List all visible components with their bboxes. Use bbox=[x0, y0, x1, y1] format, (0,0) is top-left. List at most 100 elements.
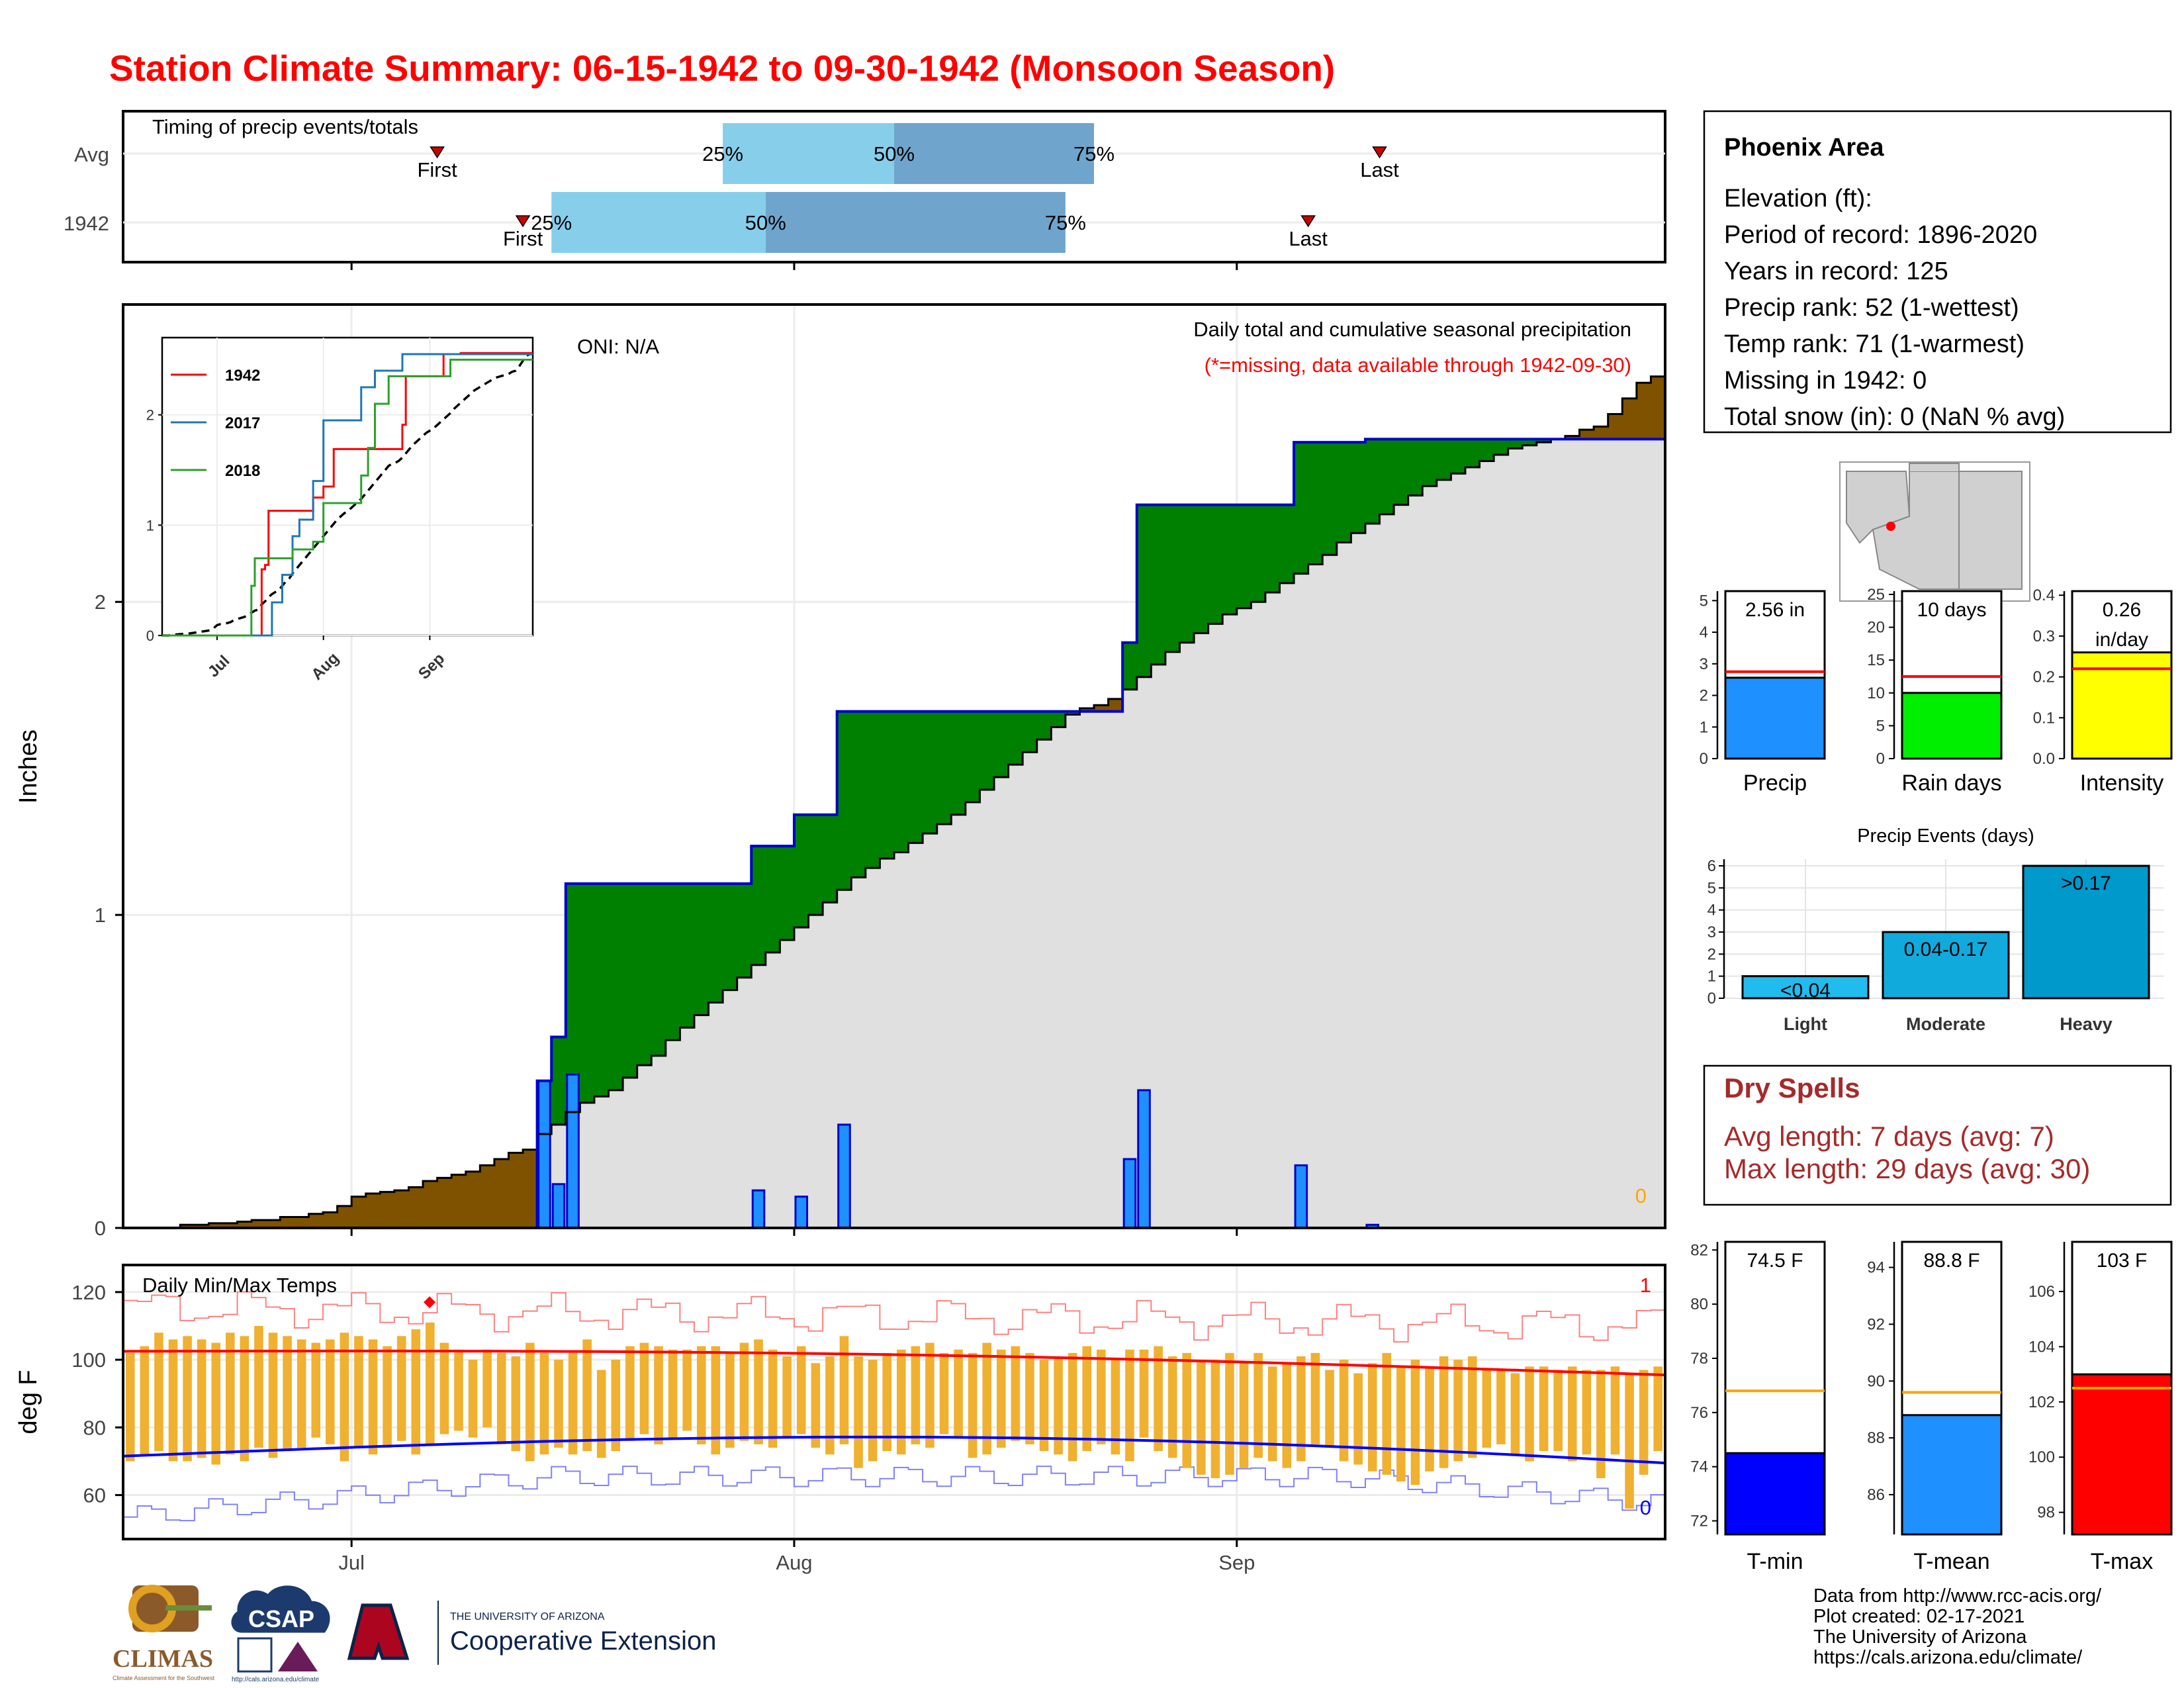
inset-average-line bbox=[162, 353, 533, 637]
above-average-fill bbox=[1308, 442, 1323, 565]
temp-max-count: 1 bbox=[1640, 1274, 1651, 1297]
daily-temp-bar bbox=[696, 1346, 706, 1444]
daily-temp-bar bbox=[1225, 1352, 1234, 1475]
avg-tmax-line bbox=[122, 1349, 1666, 1377]
last-marker-icon bbox=[1372, 146, 1387, 159]
above-average-fill bbox=[1251, 504, 1266, 602]
daily-temp-bar bbox=[482, 1349, 492, 1428]
daily-temp-bar bbox=[354, 1336, 363, 1448]
above-average-fill bbox=[608, 883, 623, 1090]
mini-category-label: Intensity bbox=[2080, 771, 2164, 796]
mini-tick-label: 76 bbox=[1690, 1404, 1708, 1422]
station-info-box: Phoenix Area Elevation (ft): Period of re… bbox=[1703, 110, 2172, 434]
daily-temp-bar bbox=[1496, 1370, 1506, 1444]
daily-temp-bar bbox=[1639, 1370, 1649, 1475]
info-line: Years in record: 125 bbox=[1724, 258, 1948, 285]
daily-temp-bar bbox=[1467, 1356, 1477, 1458]
mini-tick-label: 88 bbox=[1867, 1429, 1885, 1447]
daily-temp-bar bbox=[968, 1352, 978, 1458]
csap-url: http://cals.arizona.edu/climate bbox=[232, 1676, 320, 1683]
events-bar-label: >0.17 bbox=[2061, 872, 2111, 894]
climas-wordmark: CLIMAS bbox=[113, 1645, 213, 1673]
daily-precip-bar bbox=[1137, 1089, 1151, 1229]
precip-frame bbox=[122, 303, 1666, 1229]
csap-grid-icon bbox=[237, 1637, 273, 1673]
above-average-fill bbox=[551, 1037, 567, 1125]
daily-temp-bar bbox=[254, 1326, 263, 1448]
below-average-fill bbox=[423, 1181, 438, 1228]
daily-temp-bar bbox=[1582, 1370, 1592, 1455]
daily-temp-bar bbox=[468, 1360, 478, 1438]
q50-label: 50% bbox=[874, 142, 915, 165]
daily-temp-bar bbox=[496, 1352, 506, 1444]
mini-category-label: Precip bbox=[1743, 771, 1807, 796]
below-average-fill bbox=[1108, 698, 1123, 712]
below-average-fill bbox=[208, 1223, 224, 1228]
avg-cumulative-line bbox=[123, 375, 1665, 1229]
above-average-fill bbox=[1508, 439, 1523, 449]
mini-tick-label: 2 bbox=[1700, 687, 1708, 705]
above-average-fill bbox=[837, 711, 852, 890]
daily-temp-bar bbox=[611, 1360, 621, 1452]
q50-label: 50% bbox=[745, 211, 786, 234]
above-average-fill bbox=[1136, 504, 1152, 677]
above-average-fill bbox=[1451, 439, 1466, 474]
daily-temp-bar bbox=[454, 1349, 463, 1431]
below-average-fill bbox=[294, 1217, 310, 1228]
above-average-fill bbox=[880, 711, 895, 859]
above-average-fill bbox=[1479, 439, 1494, 461]
above-average-fill bbox=[694, 883, 709, 1015]
daily-temp-bar bbox=[1125, 1349, 1134, 1462]
above-average-fill bbox=[794, 814, 809, 928]
mini-tick-label: 4 bbox=[1700, 624, 1708, 641]
above-average-fill bbox=[1336, 442, 1351, 543]
timing-q25-q50-bar bbox=[551, 192, 766, 253]
q75-label: 75% bbox=[1073, 142, 1115, 165]
below-average-fill bbox=[280, 1217, 295, 1228]
mini-value-bar bbox=[1901, 692, 2003, 760]
mini-tick-label: 90 bbox=[1867, 1372, 1885, 1390]
mini-value-bar bbox=[1901, 1414, 2003, 1536]
map-state-nm bbox=[1958, 471, 2023, 590]
below-average-fill bbox=[1622, 398, 1637, 440]
events-category-label: Light bbox=[1784, 1014, 1827, 1034]
temp-y-axis-label: deg F bbox=[15, 1370, 42, 1434]
mini-value-bar bbox=[1724, 1452, 1826, 1536]
above-average-fill bbox=[1179, 504, 1195, 643]
above-average-fill bbox=[1036, 711, 1052, 740]
timing-q25-q50-bar bbox=[723, 123, 894, 184]
month-tick-label: Aug bbox=[776, 1551, 812, 1574]
mini-value-label: 0.26 bbox=[2103, 599, 2141, 621]
events-y-tick-label: 0 bbox=[1707, 990, 1716, 1008]
inset-series-line-2017 bbox=[162, 353, 533, 637]
last-marker-icon bbox=[1300, 215, 1316, 228]
temp-title: Daily Min/Max Temps bbox=[142, 1274, 337, 1297]
above-average-fill bbox=[680, 883, 695, 1028]
daily-temp-bar bbox=[211, 1342, 221, 1465]
precip-events-chart: Precip Events (days) 0 1 2 3 4 5 6 <0.04 Light 0.… bbox=[1707, 825, 2164, 1034]
above-average-fill bbox=[823, 814, 838, 903]
daily-temp-bar bbox=[396, 1336, 406, 1441]
q75-label: 75% bbox=[1045, 211, 1086, 234]
daily-temp-bar bbox=[1297, 1356, 1306, 1462]
precip-y-tick-label: 0 bbox=[95, 1217, 106, 1240]
above-average-fill bbox=[865, 711, 881, 868]
below-average-fill bbox=[494, 1158, 510, 1228]
dry-avg: Avg length: 7 days (avg: 7) bbox=[1724, 1121, 2054, 1152]
daily-temp-bar bbox=[925, 1342, 934, 1448]
inset-frame bbox=[161, 336, 534, 637]
above-average-fill bbox=[936, 711, 952, 824]
map-station-dot bbox=[1886, 522, 1895, 531]
above-average-fill bbox=[1279, 504, 1295, 583]
temp-y-tick-label: 60 bbox=[83, 1484, 106, 1507]
daily-temp-bar bbox=[1325, 1370, 1334, 1448]
above-average-fill bbox=[1222, 504, 1238, 615]
events-bar bbox=[1882, 931, 2010, 1000]
logos: CLIMAS Climate Assessment for the Southw… bbox=[113, 1585, 716, 1683]
daily-temp-bar bbox=[897, 1349, 906, 1455]
dry-spells-box: Dry Spells Avg length: 7 days (avg: 7) M… bbox=[1703, 1064, 2172, 1206]
page-title: Station Climate Summary: 06-15-1942 to 0… bbox=[109, 48, 1335, 89]
daily-temp-bar bbox=[1310, 1352, 1320, 1444]
temp-y-tick-label: 80 bbox=[83, 1416, 106, 1439]
